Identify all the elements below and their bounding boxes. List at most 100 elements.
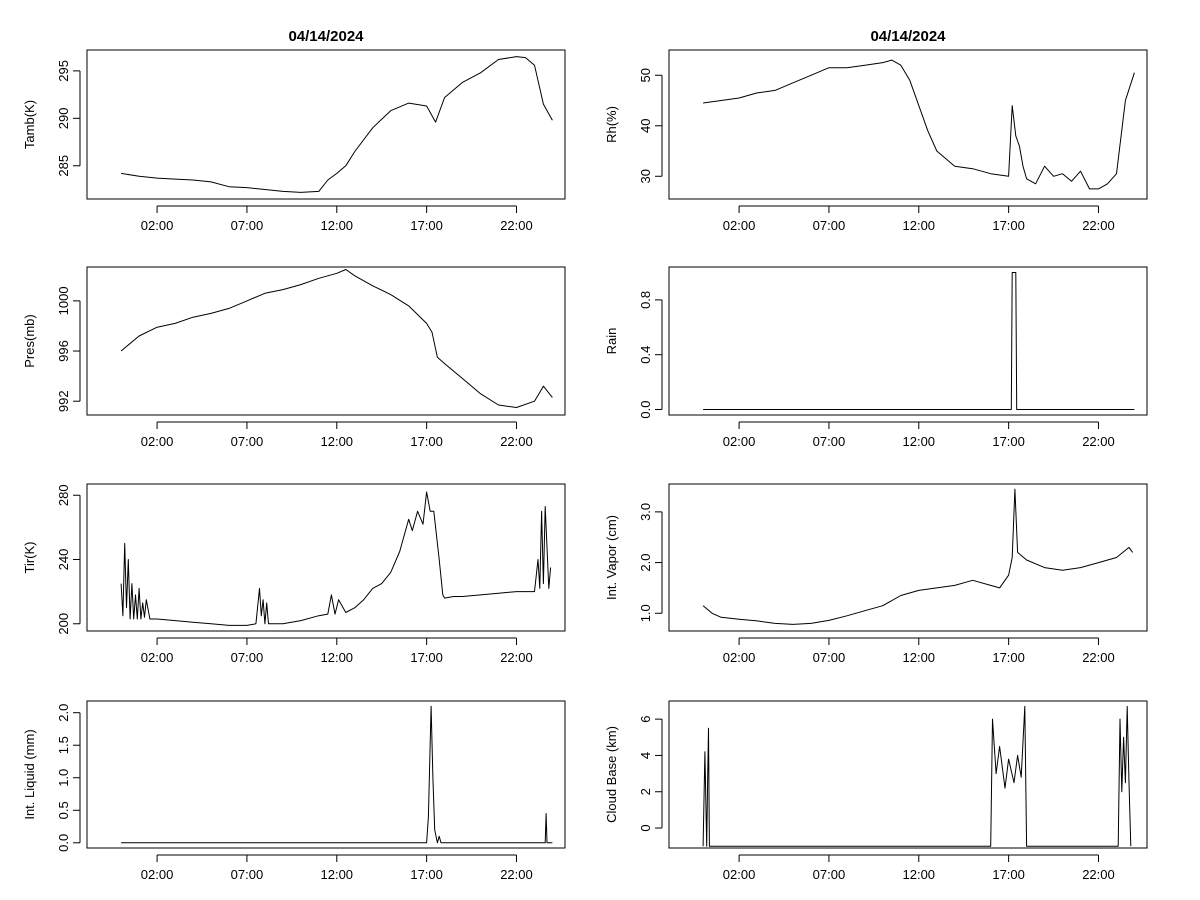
y-tick-label: 1.5	[56, 736, 71, 754]
y-tick-label: 4	[638, 752, 653, 759]
y-tick-label: 0.8	[638, 291, 653, 309]
y-tick-label: 2	[638, 788, 653, 795]
x-tick-label: 22:00	[1082, 867, 1115, 882]
chart-title: 04/14/2024	[870, 28, 946, 45]
y-axis-label: Int. Liquid (mm)	[22, 729, 37, 819]
x-tick-label: 12:00	[321, 434, 354, 449]
x-tick-label: 02:00	[141, 218, 174, 233]
x-tick-label: 17:00	[410, 650, 443, 665]
x-tick-label: 07:00	[813, 650, 846, 665]
x-tick-label: 22:00	[1082, 650, 1115, 665]
x-tick-label: 12:00	[903, 434, 936, 449]
y-tick-label: 3.0	[638, 503, 653, 521]
y-tick-label: 40	[638, 119, 653, 133]
y-tick-label: 50	[638, 68, 653, 82]
y-axis-label: Rain	[604, 328, 619, 355]
y-axis-label: Tir(K)	[22, 541, 37, 573]
series-line-tamb	[121, 56, 553, 193]
series-line-vapor	[702, 488, 1134, 625]
x-tick-label: 07:00	[231, 434, 264, 449]
x-tick-label: 22:00	[500, 434, 533, 449]
plot-frame	[668, 483, 1148, 632]
y-tick-label: 996	[56, 340, 71, 362]
y-axis-label: Tamb(K)	[22, 100, 37, 149]
panel-tir: 02:00 07:00 12:00 17:00 22:00 200 240 280 Tir(K)	[22, 483, 566, 665]
x-tick-label: 02:00	[723, 218, 756, 233]
x-tick-label: 17:00	[992, 218, 1025, 233]
panel-cloudbase: 02:00 07:00 12:00 17:00 22:00 0 2 4 6 Cloud Base …	[604, 700, 1148, 882]
series-line-liquid	[121, 705, 553, 844]
x-tick-label: 02:00	[141, 650, 174, 665]
x-tick-label: 22:00	[500, 867, 533, 882]
x-tick-label: 12:00	[903, 218, 936, 233]
panel-tamb: 04/14/2024 02:00 07:00 12:00 17:00 22:00 285 29…	[22, 28, 566, 233]
x-tick-label: 07:00	[813, 434, 846, 449]
series-line-pres	[120, 269, 553, 408]
plot-frame	[86, 266, 566, 416]
x-tick-label: 17:00	[992, 434, 1025, 449]
y-tick-label: 240	[56, 549, 71, 571]
plot-frame	[668, 266, 1148, 416]
y-tick-label: 30	[638, 169, 653, 183]
x-tick-label: 07:00	[813, 867, 846, 882]
x-tick-label: 02:00	[141, 867, 174, 882]
x-tick-label: 07:00	[231, 218, 264, 233]
x-tick-label: 12:00	[903, 650, 936, 665]
x-tick-label: 22:00	[500, 650, 533, 665]
chart-title: 04/14/2024	[288, 28, 364, 45]
y-tick-label: 0.5	[56, 801, 71, 819]
x-tick-label: 07:00	[231, 650, 264, 665]
x-tick-label: 02:00	[723, 650, 756, 665]
plot-frame	[668, 49, 1148, 200]
y-tick-label: 295	[56, 60, 71, 82]
y-tick-label: 0	[638, 824, 653, 831]
x-tick-label: 02:00	[723, 434, 756, 449]
x-tick-label: 02:00	[141, 434, 174, 449]
y-tick-label: 6	[638, 716, 653, 723]
x-tick-label: 17:00	[992, 867, 1025, 882]
x-tick-label: 17:00	[410, 867, 443, 882]
series-line-tir	[120, 491, 552, 626]
plot-frame	[86, 483, 566, 632]
y-tick-label: 200	[56, 613, 71, 635]
y-tick-label: 1.0	[56, 769, 71, 787]
plot-frame	[86, 49, 566, 200]
x-tick-label: 22:00	[500, 218, 533, 233]
x-tick-label: 12:00	[321, 650, 354, 665]
x-tick-label: 17:00	[410, 218, 443, 233]
y-axis-label: Cloud Base (km)	[604, 726, 619, 823]
y-tick-label: 280	[56, 484, 71, 506]
x-tick-label: 12:00	[321, 867, 354, 882]
x-tick-label: 07:00	[231, 867, 264, 882]
y-tick-label: 1.0	[638, 604, 653, 622]
x-tick-label: 17:00	[410, 434, 443, 449]
series-line-rh	[703, 59, 1135, 190]
x-tick-label: 12:00	[321, 218, 354, 233]
plot-frame	[86, 700, 566, 849]
y-axis-label: Int. Vapor (cm)	[604, 515, 619, 600]
x-tick-label: 22:00	[1082, 218, 1115, 233]
y-tick-label: 2.0	[638, 554, 653, 572]
x-tick-label: 17:00	[992, 650, 1025, 665]
y-tick-label: 0.4	[638, 346, 653, 364]
series-line-cloudbase	[702, 705, 1132, 847]
y-tick-label: 0.0	[638, 400, 653, 418]
series-line-rain	[703, 272, 1135, 410]
panel-rain: 02:00 07:00 12:00 17:00 22:00 0.0 0.4 0.8 Rain	[604, 266, 1148, 449]
panel-rh: 04/14/2024 02:00 07:00 12:00 17:00 22:00 30 40 5…	[604, 28, 1148, 233]
plot-frame	[668, 700, 1148, 849]
y-tick-label: 290	[56, 107, 71, 129]
y-axis-label: Pres(mb)	[22, 314, 37, 367]
y-tick-label: 285	[56, 155, 71, 177]
x-tick-label: 02:00	[723, 867, 756, 882]
panel-vapor: 02:00 07:00 12:00 17:00 22:00 1.0 2.0 3.0 Int. V…	[604, 483, 1148, 665]
y-tick-label: 2.0	[56, 704, 71, 722]
y-tick-label: 1000	[56, 286, 71, 315]
x-tick-label: 12:00	[903, 867, 936, 882]
y-tick-label: 992	[56, 390, 71, 412]
x-tick-label: 22:00	[1082, 434, 1115, 449]
panel-pres: 02:00 07:00 12:00 17:00 22:00 992 996 1000 Pres(…	[22, 266, 566, 449]
y-axis-label: Rh(%)	[604, 106, 619, 143]
x-tick-label: 07:00	[813, 218, 846, 233]
y-tick-label: 0.0	[56, 834, 71, 852]
